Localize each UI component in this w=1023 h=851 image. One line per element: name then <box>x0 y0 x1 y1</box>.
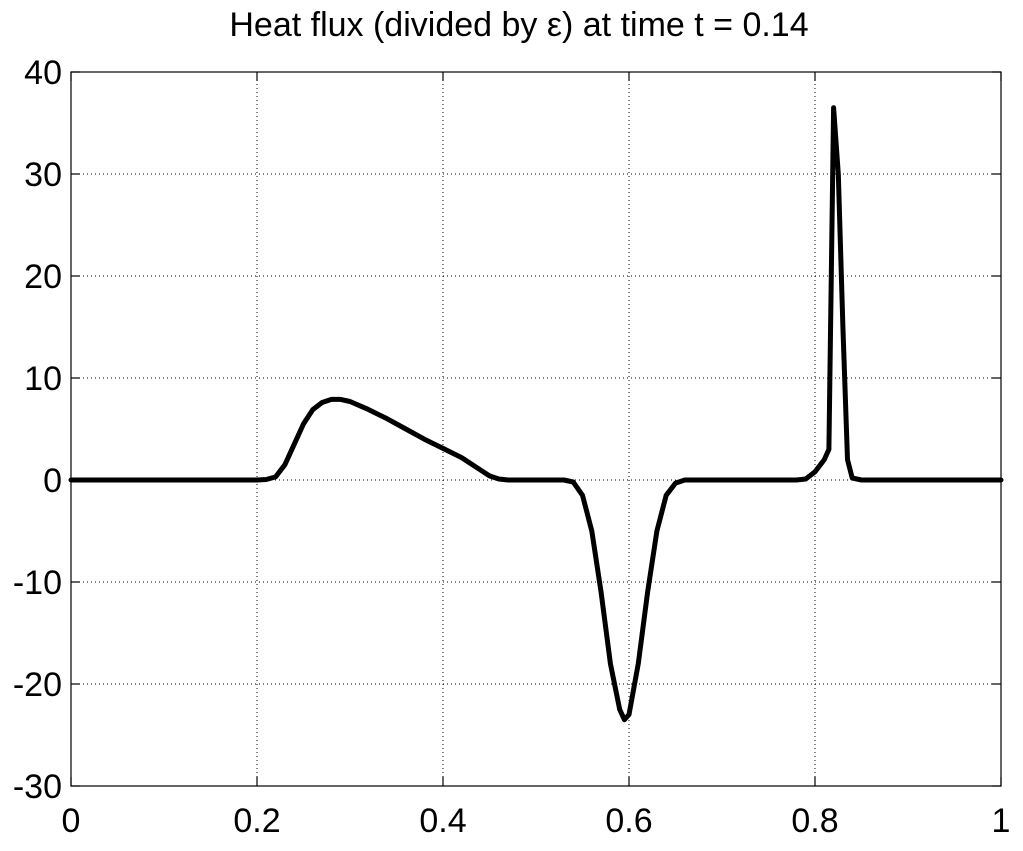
y-tick-label: -10 <box>13 564 62 602</box>
y-tick-label: -30 <box>13 768 62 806</box>
x-tick-label: 0.4 <box>419 802 466 840</box>
plot-background <box>71 72 1001 786</box>
tick-marks <box>70 71 1002 787</box>
y-tick-label: 0 <box>43 462 62 500</box>
y-tick-label: 30 <box>24 156 62 194</box>
chart-title: Heat flux (divided by ε) at time t = 0.1… <box>229 6 808 44</box>
x-tick-label: 1 <box>992 802 1011 840</box>
x-tick-label: 0 <box>62 802 81 840</box>
y-tick-label: 40 <box>24 54 62 92</box>
series-layer <box>68 105 1004 723</box>
plot-frame <box>70 71 1002 787</box>
y-tick-labels: -30 -20 -10 0 10 20 30 40 <box>13 54 62 806</box>
x-tick-label: 0.8 <box>791 802 838 840</box>
heat-flux-series-line <box>68 105 1004 723</box>
x-tick-labels: 0 0.2 0.4 0.6 0.8 1 <box>62 802 1011 840</box>
x-tick-label: 0.2 <box>233 802 280 840</box>
y-tick-label: 20 <box>24 258 62 296</box>
y-tick-label: -20 <box>13 666 62 704</box>
x-tick-label: 0.6 <box>605 802 652 840</box>
y-tick-label: 10 <box>24 360 62 398</box>
